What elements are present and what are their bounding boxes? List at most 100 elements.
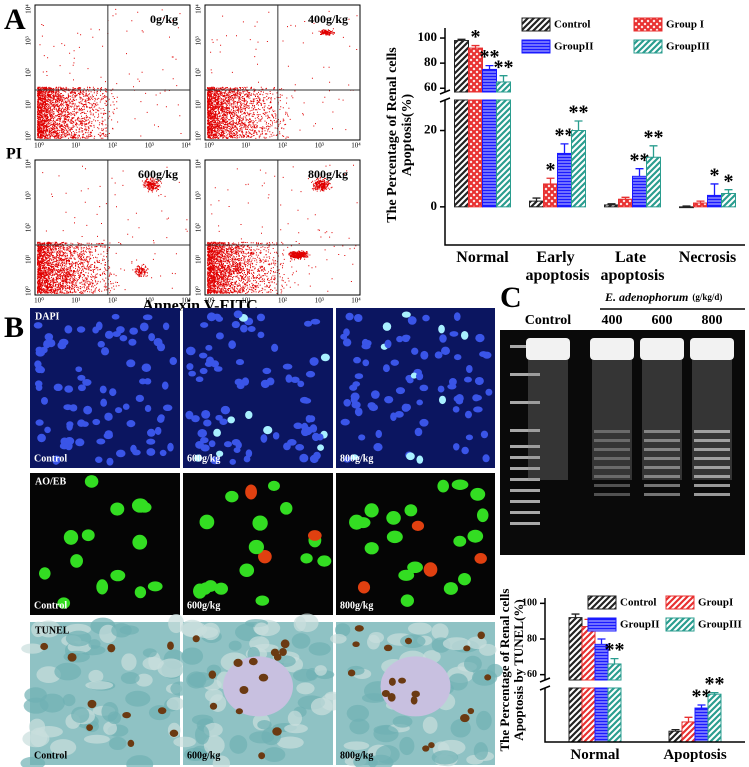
- tissue-cell: [310, 697, 333, 716]
- cell-nucleus: [467, 707, 475, 715]
- cell-nucleus: [406, 377, 414, 384]
- x-tick-label: 10⁴: [181, 297, 191, 305]
- tissue-cell: [181, 647, 204, 665]
- panel-caption: Control: [34, 453, 67, 464]
- cell-nucleus: [52, 455, 61, 464]
- bar: [568, 617, 583, 681]
- lane-top: [590, 338, 634, 360]
- bar: [607, 663, 622, 681]
- cell-nucleus: [205, 344, 213, 351]
- cell-nucleus: [404, 637, 413, 645]
- plot-title: 400g/kg: [308, 12, 348, 26]
- gel: [500, 330, 745, 555]
- cell-nucleus: [438, 324, 445, 334]
- dna-ladder-band: [694, 439, 730, 442]
- significance-mark: **: [692, 686, 712, 708]
- cell-nucleus: [453, 443, 460, 451]
- cell-nucleus: [210, 456, 220, 465]
- y-tick-label: 10³: [195, 191, 203, 200]
- ladder-band: [510, 429, 540, 432]
- stain-label: AO/EB: [35, 476, 66, 487]
- lane-top: [640, 338, 684, 360]
- cell-nucleus: [401, 311, 411, 318]
- cell-nucleus: [200, 437, 209, 444]
- bar: [496, 99, 511, 208]
- cell-nucleus: [126, 420, 136, 428]
- dna-ladder-band: [594, 484, 630, 487]
- x-tick-label-line: Apoptosis: [663, 747, 727, 763]
- x-tick-label: Late apoptosis: [600, 249, 664, 284]
- error-bar: [682, 205, 691, 207]
- x-tick-label-line: apoptosis: [600, 267, 664, 284]
- legend-swatch: [587, 617, 617, 632]
- cell-nucleus: [352, 641, 360, 648]
- cell-nucleus: [407, 561, 423, 574]
- cell-nucleus: [262, 367, 272, 375]
- x-tick-label: Early apoptosis: [525, 249, 589, 284]
- cell-nucleus: [59, 338, 69, 346]
- dna-ladder-band: [644, 439, 680, 442]
- cell-nucleus: [95, 321, 103, 331]
- tissue-cell: [276, 736, 304, 749]
- error-bar: [457, 38, 466, 41]
- cell-nucleus: [70, 554, 83, 568]
- cell-nucleus: [162, 322, 170, 331]
- cell-nucleus: [132, 534, 148, 550]
- cell-nucleus: [448, 377, 457, 386]
- y-tick-label: 10⁰: [25, 286, 33, 296]
- cell-nucleus: [303, 320, 313, 327]
- tissue-cell: [194, 725, 210, 745]
- y-axis-title: The Percentage of Renal cells: [385, 47, 400, 223]
- tissue-cell: [463, 655, 482, 673]
- cell-nucleus: [350, 454, 359, 461]
- x-tick-label-line: apoptosis: [525, 267, 589, 284]
- cell-nucleus: [247, 325, 256, 333]
- tissue-cell: [62, 694, 76, 707]
- cell-nucleus: [466, 364, 473, 374]
- cell-nucleus: [213, 428, 221, 437]
- dna-ladder-band: [644, 430, 680, 433]
- y-axis-title: Apoptosis(%): [400, 93, 415, 176]
- panel-label: C: [500, 281, 522, 314]
- cell-nucleus: [144, 378, 152, 385]
- y-tick-label: 10³: [25, 36, 33, 45]
- tissue-cell: [126, 755, 154, 767]
- panel-caption: 800g/kg: [340, 750, 373, 761]
- significance-mark: **: [494, 56, 514, 78]
- y-tick-label: 10⁴: [25, 4, 33, 14]
- dna-ladder-band: [594, 475, 630, 478]
- tissue-cell: [121, 653, 137, 671]
- cell-nucleus: [77, 384, 86, 392]
- cell-nucleus: [216, 450, 224, 457]
- cell-nucleus: [416, 399, 423, 406]
- cell-nucleus: [111, 313, 120, 320]
- error-bar: [471, 44, 480, 49]
- bar: [568, 687, 583, 743]
- cell-nucleus: [233, 310, 243, 319]
- error-bar: [546, 177, 555, 184]
- plot-title: 800g/kg: [308, 167, 348, 181]
- cell-nucleus: [383, 644, 393, 652]
- significance-mark: **: [705, 673, 725, 695]
- dna-ladder-band: [594, 493, 630, 496]
- tissue-cell: [292, 668, 317, 682]
- cell-nucleus: [100, 347, 110, 356]
- tissue-cell: [375, 745, 400, 764]
- cell-nucleus: [97, 340, 105, 348]
- ladder-band: [510, 456, 540, 459]
- cell-nucleus: [130, 444, 137, 453]
- cell-nucleus: [110, 502, 125, 516]
- cell-nucleus: [157, 707, 167, 715]
- cell-nucleus: [195, 376, 204, 383]
- tissue-cell: [142, 648, 157, 658]
- y-tick-label: 10³: [195, 36, 203, 45]
- cell-nucleus: [271, 343, 279, 352]
- y-tick-label: 100: [418, 29, 438, 44]
- tissue-cell: [21, 643, 44, 654]
- tissue-cell: [63, 650, 90, 663]
- tissue-cell: [284, 723, 308, 734]
- cell-nucleus: [411, 690, 420, 698]
- x-tick-label: Necrosis: [679, 249, 736, 266]
- y-tick-label: 10⁰: [195, 286, 203, 296]
- dna-ladder-band: [694, 448, 730, 451]
